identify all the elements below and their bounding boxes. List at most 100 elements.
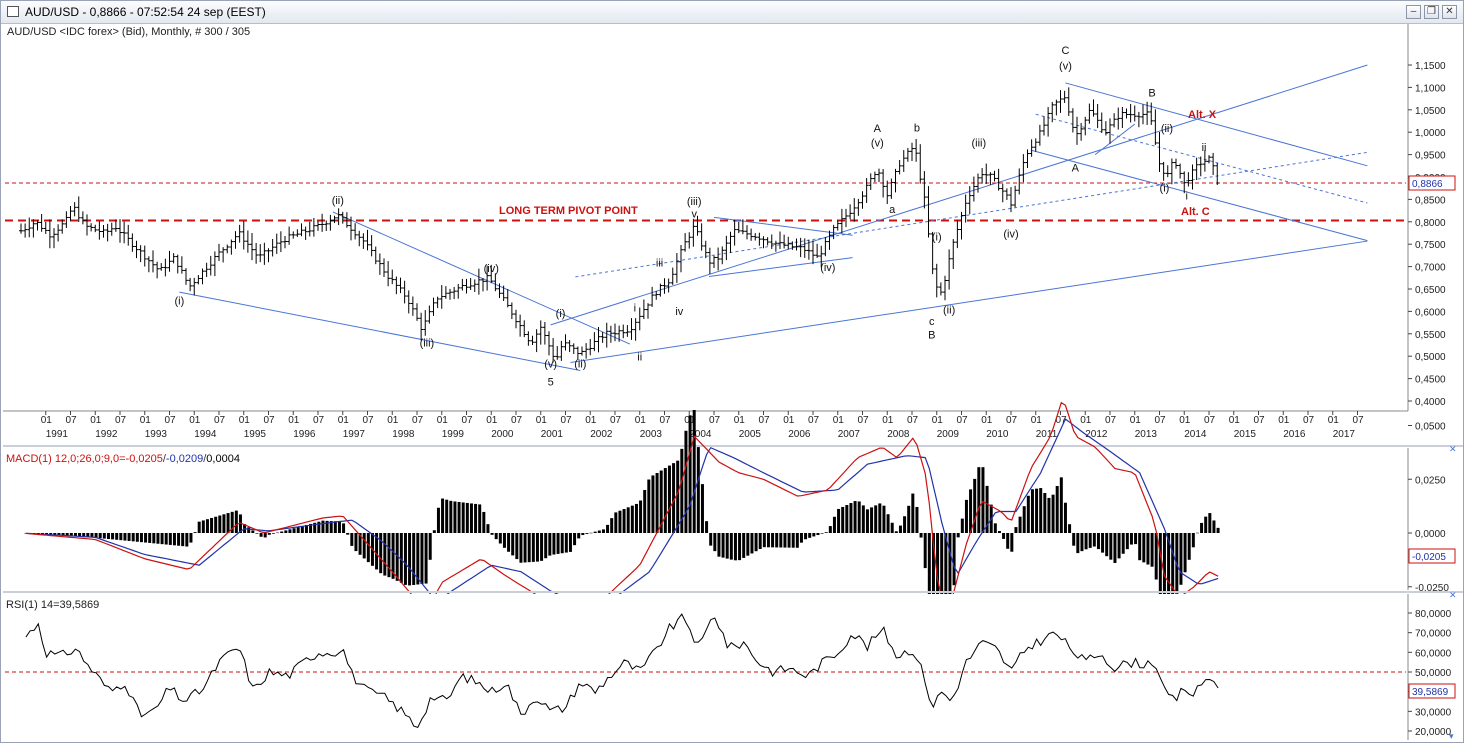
macd-histogram-bar [1121,533,1125,554]
month-label: 07 [1155,415,1167,426]
rsi-panel[interactable]: RSI(1) 14=39,5869 80,0000 70,0000 60,0000 5… [3,590,1463,741]
macd-histogram-bar [1191,533,1195,548]
price-bar [60,219,65,234]
macd-histogram-bar [111,533,115,540]
price-bar [959,211,964,240]
wave-label: a [889,204,896,216]
price-bars [19,87,1220,363]
macd-histogram-bar [474,503,478,533]
macd-histogram-bar [960,518,964,533]
macd-histogram-bar [69,533,73,537]
price-bar [971,176,976,202]
year-label: 1998 [392,429,415,440]
month-label: 01 [90,415,102,426]
macd-current-box: -0,0205 [1408,548,1456,564]
macd-histogram-bar [1150,533,1154,567]
year-label: 2016 [1283,429,1306,440]
macd-histogram-bar [1146,533,1150,565]
minimize-button[interactable]: – [1406,5,1421,19]
price-bar [353,223,358,240]
trend-line [550,64,1368,326]
price-bar [225,244,230,254]
price-bar [650,286,655,307]
price-bar [126,224,131,246]
rsi-expand-icon[interactable]: ▾ [1449,731,1454,741]
macd-plot-area [3,448,1408,590]
close-button[interactable]: ✕ [1442,5,1457,19]
wave-label: iii [656,258,663,270]
wave-label: C [1061,45,1069,57]
trend-line [575,151,1368,278]
price-bar [19,223,23,234]
macd-collapse-icon[interactable]: ✕ [1449,444,1457,454]
trend-line [708,257,853,277]
macd-histogram-bar [119,533,123,541]
price-panel[interactable]: AUD/USD <IDC forex> (Bid), Monthly, # 30… [3,24,1456,411]
wave-label: (i) [1160,182,1170,194]
restore-button[interactable]: ❐ [1424,5,1439,19]
macd-histogram-bar [1109,533,1113,560]
macd-histogram-bar [564,533,568,553]
price-bar [1083,116,1088,136]
macd-histogram-bar [890,522,894,533]
macd-histogram-bar [667,465,671,533]
price-bar [1009,187,1013,213]
alt-c-label: Alt. C [1181,206,1210,218]
macd-histogram-bar [185,533,189,547]
macd-histogram-bar [1105,533,1109,557]
rsi-series-line [25,613,1219,729]
macd-histogram-bar [750,533,754,554]
price-bar [918,144,923,184]
price-bar [481,278,485,292]
title-bar[interactable]: AUD/USD - 0,8866 - 07:52:54 24 sep (EEST… [1,1,1463,24]
macd-histogram-bar [168,533,172,545]
month-label: 01 [437,415,449,426]
price-bar [456,283,461,299]
price-bar [1149,102,1154,125]
macd-histogram-bar [1039,488,1043,533]
price-bar [1021,154,1026,183]
macd-histogram-bar [309,523,313,533]
macd-histogram-bar [622,509,626,533]
trend-line [1030,149,1368,242]
macd-histogram-bar [585,533,589,534]
price-bar [1091,99,1096,117]
wave-label: (i) [556,308,566,320]
price-bar [963,194,968,223]
price-bar [258,244,263,263]
price-bar [996,168,1001,191]
month-label: 01 [1031,415,1043,426]
price-bar [699,223,704,251]
year-label: 2015 [1234,429,1257,440]
price-bar [567,340,572,353]
macd-histogram-bar [993,523,997,533]
price-bar [118,219,122,243]
price-bar [241,221,246,250]
price-bar [868,173,873,190]
macd-histogram-bar [577,533,581,539]
price-bar [1054,99,1059,116]
price-tick-label: 0,5500 [1415,330,1446,341]
macd-histogram-bar [738,533,742,561]
wave-label: 5 [548,376,554,388]
macd-histogram-bar [436,507,440,533]
macd-histogram-bar [985,485,989,533]
macd-histogram-bar [255,533,259,534]
rsi-collapse-icon[interactable]: ✕ [1449,590,1457,600]
macd-panel[interactable]: MACD(1) 12,0;26,0;9,0=-0,0205/-0,0209/0,… [3,401,1463,706]
price-bar [1029,139,1034,157]
macd-histogram-bar [342,523,346,533]
price-bar [64,211,69,228]
macd-histogram-bar [461,502,465,533]
macd-histogram-bar [779,533,783,548]
price-bar [584,343,589,359]
macd-histogram-bar [507,533,511,552]
trend-line [570,240,1368,363]
price-bar [35,219,40,231]
macd-histogram-bar [210,517,214,533]
price-bar [580,346,584,356]
macd-histogram-bar [1014,527,1018,533]
price-bar [394,276,399,295]
year-label: 2004 [689,429,712,440]
